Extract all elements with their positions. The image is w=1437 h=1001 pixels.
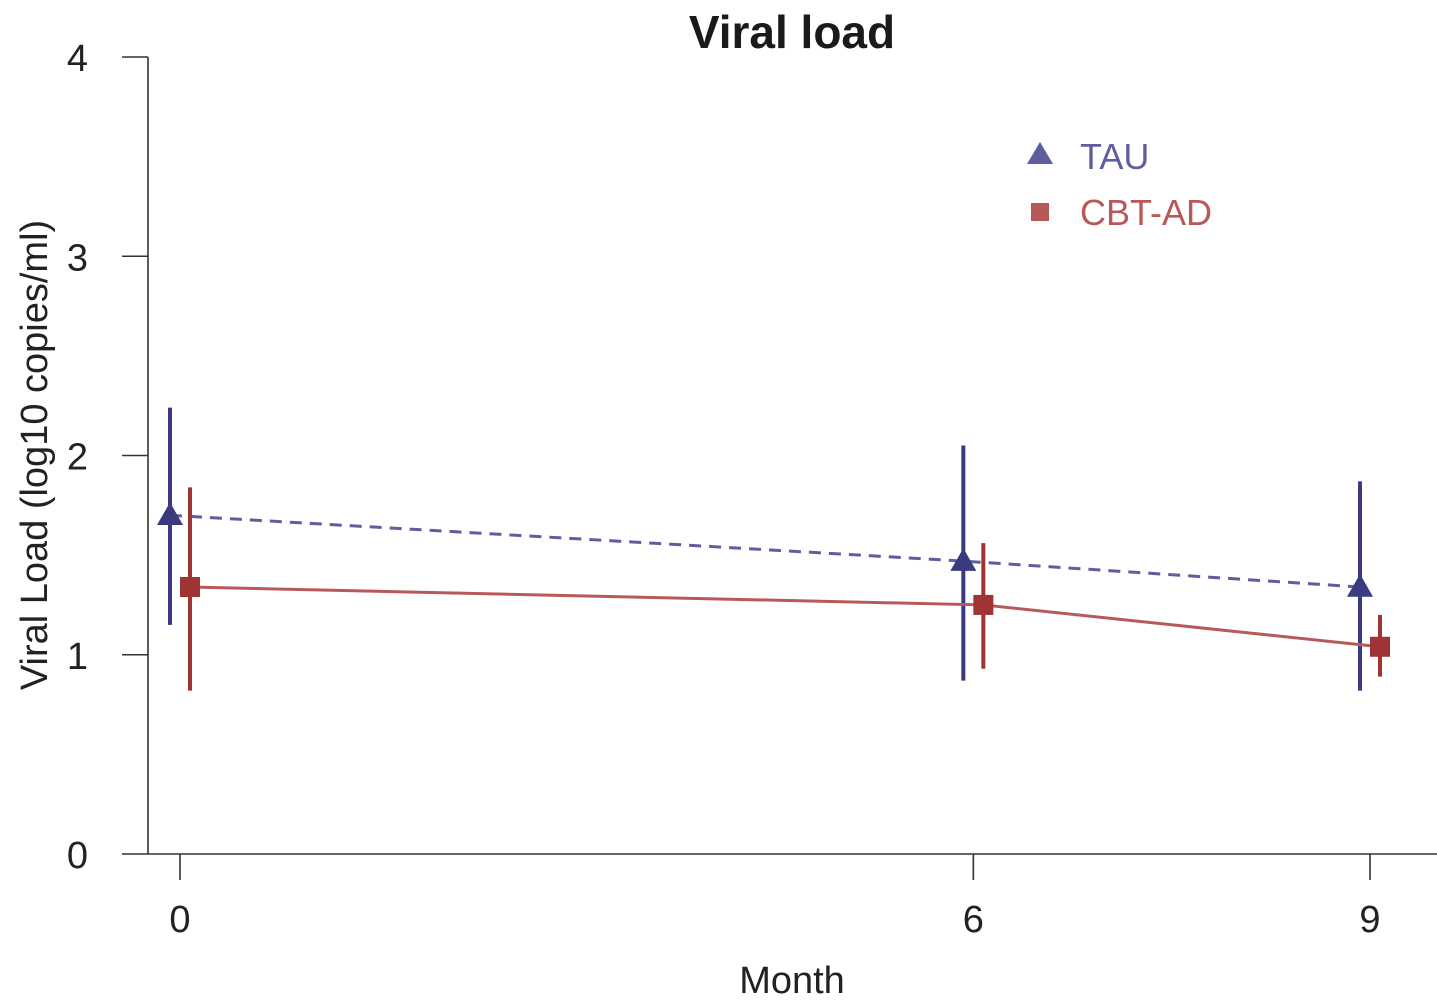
legend-label: CBT-AD (1080, 192, 1212, 233)
series-cbt-ad (180, 487, 1390, 691)
data-point-square (180, 577, 200, 598)
y-tick-label: 1 (67, 636, 88, 678)
data-point-square (1370, 636, 1390, 657)
axes: 0 1 2 3 4 0 6 9 (67, 38, 1437, 941)
y-axis-label: Viral Load (log10 copies/ml) (14, 220, 56, 690)
y-tick-label: 0 (67, 835, 88, 877)
series-tau (157, 407, 1373, 691)
legend-marker-square (1031, 203, 1049, 221)
y-tick-label: 4 (67, 38, 88, 80)
plot-area (157, 407, 1390, 691)
x-tick-label: 0 (169, 899, 190, 941)
chart-title: Viral load (689, 6, 895, 58)
series-line (169, 513, 1361, 589)
data-point-square (973, 594, 994, 615)
data-point-triangle (950, 548, 977, 571)
y-tick-label: 2 (67, 437, 88, 479)
legend-marker-triangle (1027, 142, 1053, 164)
data-point-triangle (157, 502, 183, 526)
x-axis-label: Month (739, 960, 845, 1001)
x-tick-label: 9 (1359, 899, 1380, 941)
data-point-triangle (1347, 574, 1373, 597)
x-tick-label: 6 (963, 899, 984, 941)
y-tick-label: 3 (67, 237, 88, 279)
legend: TAU CBT-AD (1027, 136, 1212, 233)
series-line (189, 585, 1381, 649)
legend-label: TAU (1080, 136, 1149, 177)
